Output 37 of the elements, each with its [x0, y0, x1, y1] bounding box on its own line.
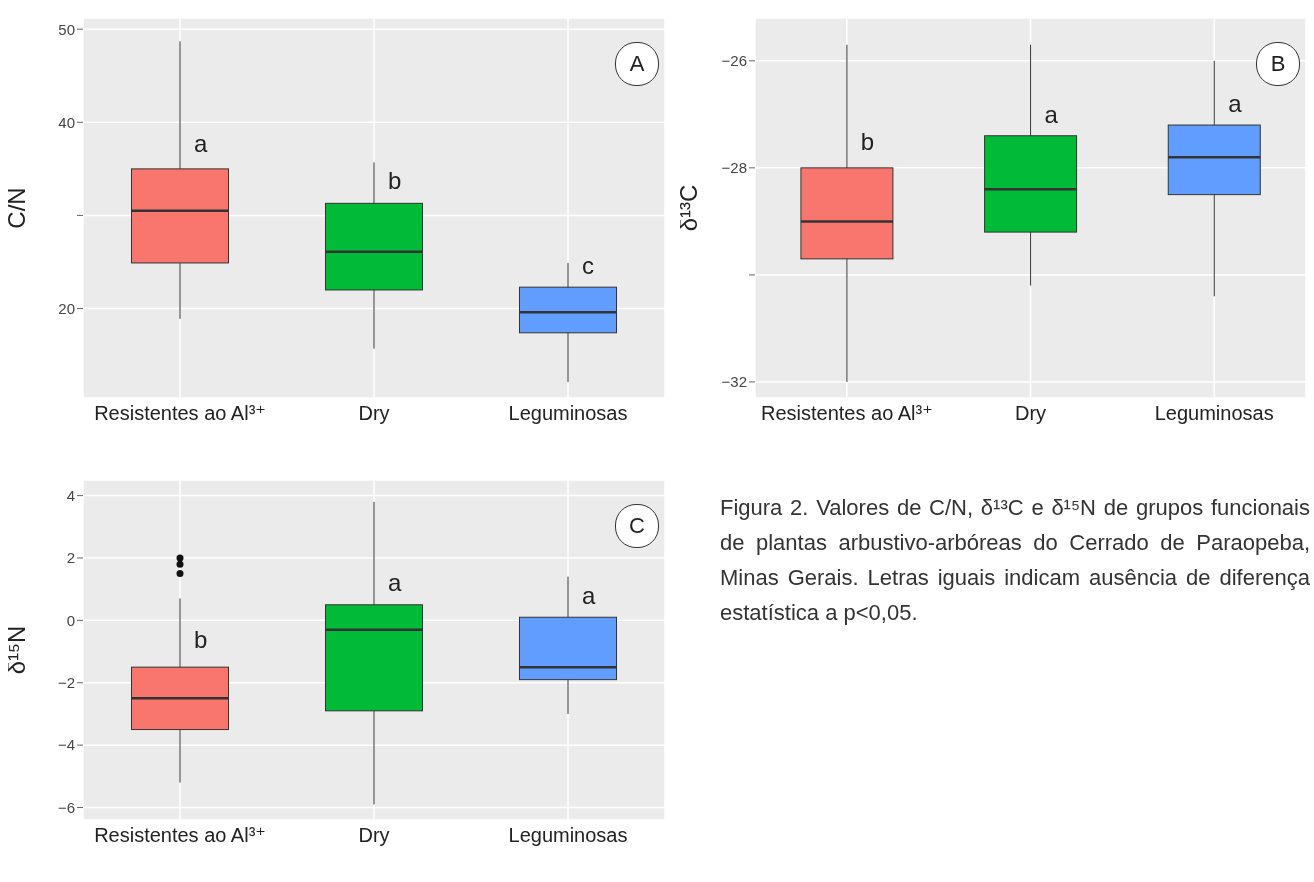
- annotation: b: [860, 127, 875, 155]
- y-axis-title: C/N: [2, 187, 30, 229]
- annotation: a: [194, 130, 208, 158]
- annotation: a: [1228, 90, 1243, 118]
- annotation: B: [1256, 42, 1300, 86]
- annotation: C: [615, 504, 659, 548]
- y-axis-title: δ¹³C: [674, 184, 702, 232]
- x-tick-label: Resistentes ao Al³⁺: [94, 402, 266, 425]
- annotation: c: [582, 252, 594, 280]
- y-tick-label: −6: [57, 798, 75, 816]
- y-tick-label: −2: [57, 674, 75, 692]
- annotation: A: [615, 42, 659, 86]
- annotation: a: [1044, 100, 1059, 128]
- x-tick-label: Dry: [358, 402, 390, 425]
- annotation: a: [582, 581, 596, 609]
- x-tick-label: Dry: [1014, 402, 1047, 425]
- y-tick-label: 4: [66, 486, 75, 504]
- y-tick-label: 2: [66, 549, 75, 567]
- y-tick-label: 0: [66, 611, 75, 629]
- y-tick-label: 50: [58, 20, 75, 38]
- x-tick-label: Leguminosas: [508, 824, 628, 847]
- x-tick-label: Dry: [358, 824, 390, 847]
- y-tick-label: −32: [721, 373, 747, 391]
- y-tick-label: −28: [721, 159, 747, 177]
- y-tick-label: 20: [58, 299, 75, 317]
- y-tick-label: −26: [721, 52, 747, 70]
- y-tick-label: 40: [58, 113, 75, 131]
- x-tick-label: Resistentes ao Al³⁺: [760, 402, 933, 425]
- x-tick-label: Leguminosas: [508, 402, 628, 425]
- x-tick-label: Leguminosas: [1154, 402, 1274, 425]
- y-tick-label: −4: [57, 736, 75, 754]
- text: Figura 2. Valores de C/N, δ¹³C e δ¹⁵N de grupos funcionais de plantas arbustivo-arbóreas do Cerrado de Paraopeba, Minas Gerais. Letras iguais indicam ausência de diferença estatística a p<0,05.: [720, 494, 1310, 627]
- annotation: a: [388, 569, 402, 597]
- y-axis-title: δ¹⁵N: [2, 625, 30, 675]
- annotation: b: [388, 166, 402, 194]
- x-tick-label: Resistentes ao Al³⁺: [94, 824, 266, 847]
- annotation: b: [194, 625, 208, 653]
